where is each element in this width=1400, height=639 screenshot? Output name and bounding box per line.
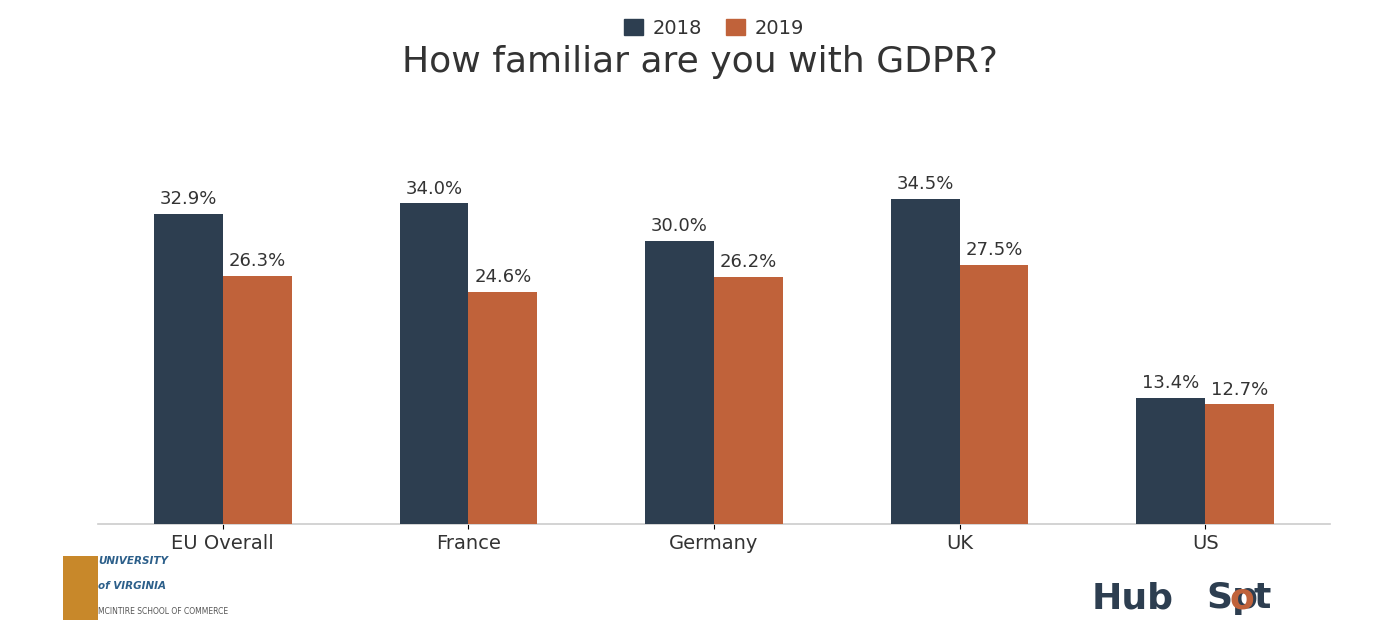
Bar <box>469 292 538 524</box>
Text: 24.6%: 24.6% <box>475 268 532 286</box>
Text: 27.5%: 27.5% <box>966 241 1022 259</box>
Text: 32.9%: 32.9% <box>160 190 217 208</box>
Bar <box>890 199 959 524</box>
Text: Hub: Hub <box>1092 581 1175 615</box>
Text: Sp: Sp <box>1207 581 1259 615</box>
Text: of VIRGINIA: of VIRGINIA <box>98 581 167 592</box>
Bar <box>1205 404 1274 524</box>
Text: MCINTIRE SCHOOL OF COMMERCE: MCINTIRE SCHOOL OF COMMERCE <box>98 607 228 616</box>
Bar <box>223 276 291 524</box>
Text: UNIVERSITY: UNIVERSITY <box>98 556 168 566</box>
Text: 30.0%: 30.0% <box>651 217 708 235</box>
Bar <box>645 241 714 524</box>
Text: 26.2%: 26.2% <box>720 253 777 271</box>
Bar <box>714 277 783 524</box>
Text: How familiar are you with GDPR?: How familiar are you with GDPR? <box>402 45 998 79</box>
Text: t: t <box>1253 581 1270 615</box>
Text: 26.3%: 26.3% <box>228 252 286 270</box>
Text: 13.4%: 13.4% <box>1142 374 1200 392</box>
Bar <box>959 265 1029 524</box>
Text: 12.7%: 12.7% <box>1211 380 1268 399</box>
Bar <box>154 213 223 524</box>
Bar <box>399 203 469 524</box>
Legend: 2018, 2019: 2018, 2019 <box>616 11 812 45</box>
Bar <box>1137 397 1205 524</box>
Text: o: o <box>1229 581 1254 615</box>
Text: 34.0%: 34.0% <box>406 180 462 197</box>
Text: 34.5%: 34.5% <box>896 175 953 193</box>
